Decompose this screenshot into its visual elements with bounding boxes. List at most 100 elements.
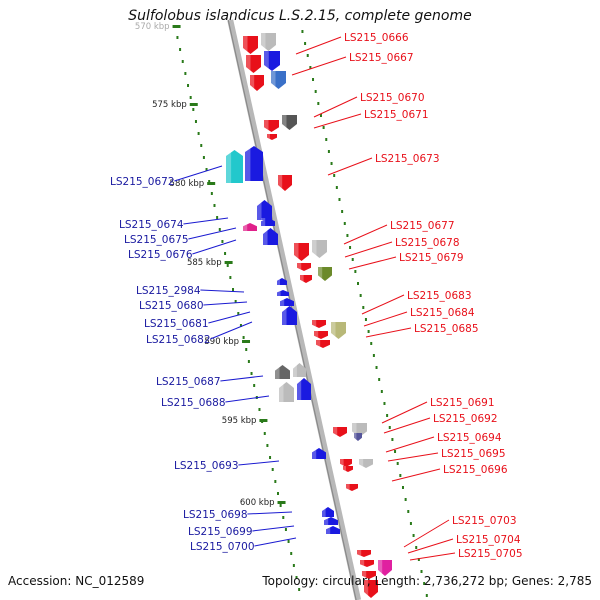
gene-label[interactable]: LS215_0698: [183, 509, 248, 521]
gene-highlight: [360, 560, 365, 567]
gene-label[interactable]: LS215_0692: [433, 413, 498, 425]
gene-feature[interactable]: [362, 571, 376, 579]
gene-feature[interactable]: [278, 175, 292, 191]
gene-feature[interactable]: [378, 560, 392, 576]
gene-feature[interactable]: [359, 459, 373, 468]
gene-label[interactable]: LS215_0695: [441, 448, 506, 460]
gene-feature[interactable]: [243, 36, 258, 54]
gene-label[interactable]: LS215_0694: [437, 432, 502, 444]
gene-leader-line: [391, 468, 441, 482]
gene-feature[interactable]: [267, 134, 277, 140]
gene-label[interactable]: LS215_0666: [344, 32, 409, 44]
gene-feature[interactable]: [282, 115, 297, 130]
gene-label[interactable]: LS215_0684: [410, 307, 475, 319]
gene-feature[interactable]: [354, 433, 362, 441]
gene-label[interactable]: LS215_0705: [458, 548, 523, 560]
gene-feature[interactable]: [316, 340, 330, 348]
gene-feature[interactable]: [312, 320, 326, 328]
gene-label[interactable]: LS215_0688: [161, 397, 226, 409]
gene-label[interactable]: LS215_0704: [456, 534, 521, 546]
gene-feature[interactable]: [257, 200, 272, 220]
gene-feature[interactable]: [226, 150, 243, 183]
gene-label[interactable]: LS215_0703: [452, 515, 517, 527]
gene-feature[interactable]: [293, 363, 306, 377]
gene-highlight: [324, 517, 329, 525]
gene-label[interactable]: LS215_0671: [364, 109, 429, 121]
outer-track-dot: [425, 594, 428, 597]
gene-label[interactable]: LS215_2984: [136, 285, 201, 297]
gene-feature[interactable]: [297, 378, 311, 400]
gene-feature[interactable]: [277, 278, 287, 285]
gene-leader-line: [403, 519, 450, 548]
outer-track-dot: [412, 534, 415, 537]
gene-label[interactable]: LS215_0682: [146, 334, 211, 346]
gene-feature[interactable]: [243, 223, 257, 231]
outer-track-dot: [407, 510, 410, 513]
gene-feature[interactable]: [300, 275, 312, 283]
gene-feature[interactable]: [264, 120, 279, 132]
gene-feature[interactable]: [324, 517, 338, 525]
gene-feature[interactable]: [246, 55, 261, 73]
gene-label[interactable]: LS215_0681: [144, 318, 209, 330]
outer-track-dot: [372, 354, 375, 357]
gene-feature[interactable]: [312, 448, 326, 459]
gene-feature[interactable]: [271, 71, 286, 89]
gene-feature[interactable]: [333, 427, 347, 437]
gene-feature[interactable]: [364, 580, 378, 598]
gene-label[interactable]: LS215_0670: [360, 92, 425, 104]
gene-feature[interactable]: [277, 290, 289, 296]
gene-label[interactable]: LS215_0678: [395, 237, 460, 249]
gene-feature[interactable]: [318, 267, 332, 281]
gene-feature[interactable]: [343, 466, 353, 472]
outer-track-dot: [317, 102, 320, 105]
gene-feature[interactable]: [297, 263, 311, 271]
gene-label[interactable]: LS215_0696: [443, 464, 508, 476]
gene-feature[interactable]: [280, 298, 294, 306]
gene-label[interactable]: LS215_0699: [188, 526, 253, 538]
inner-track-dot: [200, 144, 203, 147]
gene-label[interactable]: LS215_0685: [414, 323, 479, 335]
outer-track-dot: [396, 462, 399, 465]
gene-feature[interactable]: [263, 228, 278, 245]
gene-label[interactable]: LS215_0676: [128, 249, 193, 261]
gene-label[interactable]: LS215_0672: [110, 176, 175, 188]
outer-track-dot: [383, 402, 386, 405]
gene-feature[interactable]: [261, 33, 276, 51]
gene-label[interactable]: LS215_0667: [349, 52, 414, 64]
gene-feature[interactable]: [360, 560, 374, 567]
gene-label[interactable]: LS215_0675: [124, 234, 189, 246]
gene-label[interactable]: LS215_0691: [430, 397, 495, 409]
gene-feature[interactable]: [250, 75, 264, 91]
gene-feature[interactable]: [357, 550, 371, 557]
gene-shape: [322, 507, 334, 517]
gene-label[interactable]: LS215_0680: [139, 300, 204, 312]
gene-label[interactable]: LS215_0693: [174, 460, 239, 472]
gene-feature[interactable]: [275, 365, 290, 379]
gene-feature[interactable]: [331, 322, 346, 339]
gene-highlight: [316, 340, 321, 348]
gene-label[interactable]: LS215_0687: [156, 376, 221, 388]
gene-feature[interactable]: [346, 484, 358, 491]
gene-feature[interactable]: [264, 51, 280, 71]
gene-feature[interactable]: [282, 306, 297, 325]
gene-feature[interactable]: [279, 382, 294, 402]
gene-feature[interactable]: [326, 526, 340, 534]
gene-label[interactable]: LS215_0700: [190, 541, 255, 553]
gene-feature[interactable]: [294, 243, 309, 261]
gene-label[interactable]: LS215_0683: [407, 290, 472, 302]
gene-feature[interactable]: [322, 507, 334, 517]
gene-feature[interactable]: [340, 459, 352, 467]
gene-feature[interactable]: [245, 146, 263, 181]
gene-feature[interactable]: [312, 240, 327, 258]
gene-shape: [267, 134, 277, 140]
gene-feature[interactable]: [261, 218, 275, 226]
gene-label[interactable]: LS215_0677: [390, 220, 455, 232]
gene-shape: [333, 427, 347, 437]
gene-shape: [282, 115, 297, 130]
gene-label[interactable]: LS215_0674: [119, 219, 184, 231]
gene-label[interactable]: LS215_0673: [375, 153, 440, 165]
gene-highlight: [261, 218, 266, 226]
gene-highlight: [264, 120, 269, 132]
gene-label[interactable]: LS215_0679: [399, 252, 464, 264]
gene-feature[interactable]: [314, 331, 328, 339]
